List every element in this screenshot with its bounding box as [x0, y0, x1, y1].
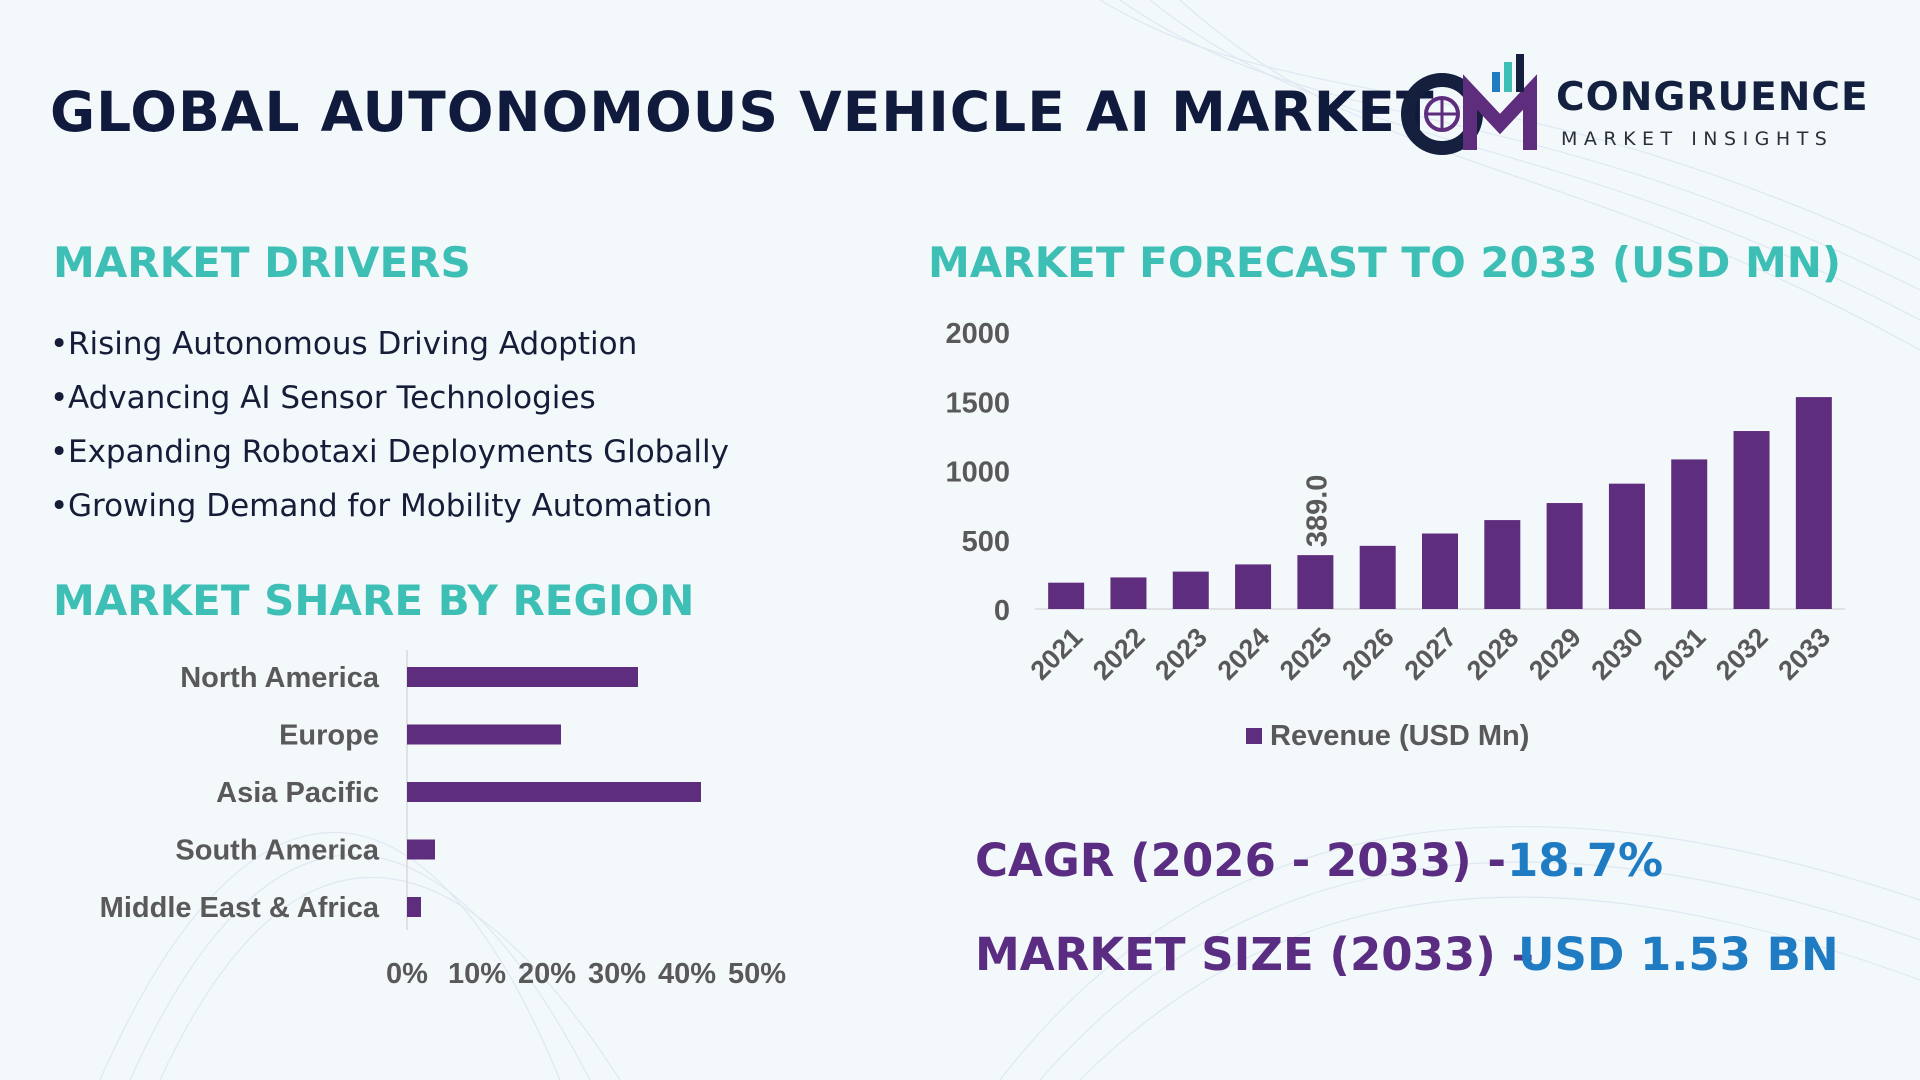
forecast-bar: [1795, 397, 1832, 609]
cagr-label: CAGR (2026 - 2033) -: [975, 834, 1507, 887]
region-bar: [407, 897, 421, 917]
driver-item-text: Expanding Robotaxi Deployments Globally: [68, 434, 729, 470]
logo-tagline: MARKET INSIGHTS: [1561, 128, 1834, 150]
x-tick-label: 10%: [448, 958, 506, 990]
market-forecast-heading: MARKET FORECAST TO 2033 (USD MN): [928, 238, 1842, 287]
driver-item: •Rising Autonomous Driving Adoption: [50, 326, 638, 362]
brand-logo: CONGRUENCE MARKET INSIGHTS: [1400, 52, 1870, 162]
market-drivers-list: •Rising Autonomous Driving Adoption •Adv…: [50, 322, 729, 538]
forecast-bar: [1172, 571, 1209, 609]
x-tick-label: 30%: [588, 958, 646, 990]
region-bar: [407, 667, 638, 687]
y-tick-label: 0: [994, 595, 1010, 627]
x-tick-label: 40%: [658, 958, 716, 990]
driver-item: •Growing Demand for Mobility Automation: [50, 488, 713, 524]
region-category-label: Europe: [279, 720, 379, 752]
forecast-bar: [1608, 483, 1645, 609]
forecast-bar: [1297, 555, 1334, 609]
region-category-label: Middle East & Africa: [100, 892, 380, 924]
forecast-bar: [1546, 503, 1583, 609]
market-share-region-heading: MARKET SHARE BY REGION: [53, 576, 695, 625]
driver-item: •Expanding Robotaxi Deployments Globally: [50, 434, 729, 470]
market-size-label: MARKET SIZE (2033) –: [975, 928, 1534, 981]
x-tick-label: 20%: [518, 958, 576, 990]
forecast-bar: [1733, 431, 1770, 609]
legend-swatch: [1246, 728, 1262, 744]
region-category-label: South America: [175, 835, 379, 867]
market-drivers-heading: MARKET DRIVERS: [53, 238, 471, 287]
y-tick-label: 500: [962, 526, 1010, 558]
logo-wordmark: CONGRUENCE: [1556, 75, 1869, 120]
y-tick-label: 2000: [945, 318, 1010, 350]
forecast-bar: [1484, 520, 1521, 609]
forecast-bar: [1048, 582, 1085, 609]
x-tick-label: 50%: [728, 958, 786, 990]
region-bar: [407, 724, 561, 745]
forecast-bar: [1359, 545, 1396, 609]
region-category-label: Asia Pacific: [216, 777, 379, 809]
x-tick-label: 0%: [386, 958, 428, 990]
cm-logo-icon: [1401, 54, 1537, 155]
cagr-value: 18.7%: [1507, 834, 1664, 887]
forecast-bar: [1110, 577, 1147, 609]
y-tick-label: 1000: [945, 457, 1010, 489]
driver-item: •Advancing AI Sensor Technologies: [50, 380, 596, 416]
forecast-bar: [1671, 459, 1708, 609]
region-category-label: North America: [180, 662, 380, 694]
driver-item-text: Rising Autonomous Driving Adoption: [68, 326, 638, 362]
legend-label: Revenue (USD Mn): [1270, 720, 1529, 752]
region-bar: [407, 839, 435, 860]
y-tick-label: 1500: [945, 387, 1010, 419]
page-title: GLOBAL AUTONOMOUS VEHICLE AI MARKET: [50, 80, 1435, 144]
driver-item-text: Growing Demand for Mobility Automation: [68, 488, 713, 524]
data-label: 389.0: [1301, 475, 1333, 548]
forecast-bar: [1235, 564, 1272, 609]
market-size-value: USD 1.53 BN: [1518, 928, 1839, 981]
forecast-bar: [1422, 533, 1458, 609]
region-bar: [407, 782, 701, 802]
driver-item-text: Advancing AI Sensor Technologies: [68, 380, 596, 416]
